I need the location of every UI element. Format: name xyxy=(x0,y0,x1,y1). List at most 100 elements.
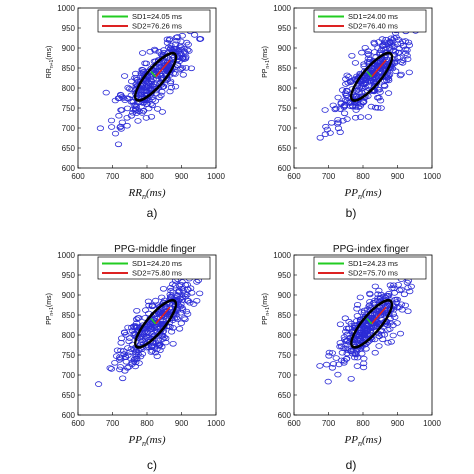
data-point xyxy=(117,339,125,346)
data-point xyxy=(364,114,372,120)
y-tick-label: 900 xyxy=(62,291,76,300)
data-point xyxy=(131,107,139,114)
data-point xyxy=(387,338,395,345)
data-point xyxy=(178,294,187,300)
data-point xyxy=(332,355,340,361)
x-tick-label: 800 xyxy=(356,419,370,428)
data-point xyxy=(196,36,204,42)
data-point xyxy=(338,357,346,364)
data-point xyxy=(177,66,185,72)
data-point xyxy=(332,105,340,112)
data-point xyxy=(187,65,195,72)
x-tick-label: 800 xyxy=(140,172,154,181)
data-point xyxy=(141,335,149,342)
data-point xyxy=(134,118,142,124)
data-point xyxy=(334,117,342,123)
data-point xyxy=(114,141,123,148)
data-point xyxy=(340,102,349,108)
data-point xyxy=(132,103,140,110)
data-point xyxy=(322,123,330,130)
data-point xyxy=(133,307,141,314)
data-point xyxy=(380,78,389,84)
sd-ellipse xyxy=(349,51,394,102)
data-point xyxy=(404,39,413,46)
data-point xyxy=(374,105,382,111)
sd2-line xyxy=(370,306,387,325)
y-tick-label: 650 xyxy=(62,391,76,400)
x-tick-label: 600 xyxy=(287,419,301,428)
data-point xyxy=(367,103,375,110)
data-point xyxy=(371,336,379,343)
data-point xyxy=(331,106,339,113)
data-point xyxy=(139,67,147,73)
data-point xyxy=(133,316,141,323)
data-point xyxy=(365,52,373,58)
data-point xyxy=(381,83,389,89)
data-point xyxy=(375,343,383,349)
data-point xyxy=(372,74,380,81)
data-point xyxy=(179,72,187,78)
data-point xyxy=(316,135,324,141)
data-point xyxy=(325,349,333,356)
data-point xyxy=(116,364,125,370)
data-point xyxy=(142,115,150,121)
data-point xyxy=(353,305,361,312)
y-tick-label: 1000 xyxy=(273,251,291,260)
data-point xyxy=(140,91,148,98)
data-point xyxy=(115,357,124,363)
data-point xyxy=(370,49,379,55)
y-tick-label: 800 xyxy=(62,84,76,93)
data-point xyxy=(130,346,138,353)
data-point xyxy=(366,299,374,305)
y-axis-label: PPn+1(ms) xyxy=(46,293,55,325)
data-point xyxy=(399,57,407,63)
x-tick-label: 800 xyxy=(356,172,370,181)
y-tick-label: 700 xyxy=(278,124,292,133)
data-point xyxy=(181,316,189,323)
data-point xyxy=(343,116,351,122)
data-point xyxy=(130,356,138,363)
data-point xyxy=(184,286,192,293)
data-point xyxy=(384,90,393,96)
y-tick-label: 750 xyxy=(62,351,76,360)
data-point xyxy=(153,346,161,353)
data-point xyxy=(380,39,389,46)
data-point xyxy=(167,45,175,51)
data-point xyxy=(365,77,373,84)
data-point xyxy=(389,47,398,54)
data-point xyxy=(135,360,143,366)
data-point xyxy=(139,69,147,75)
y-tick-label: 600 xyxy=(62,411,76,420)
data-point xyxy=(148,342,156,349)
y-tick-label: 800 xyxy=(278,84,292,93)
panel-caption: a) xyxy=(147,206,158,220)
x-tick-label: 600 xyxy=(71,419,85,428)
sd-ellipse xyxy=(350,298,394,349)
y-tick-label: 750 xyxy=(278,104,292,113)
data-point xyxy=(121,367,129,374)
data-point xyxy=(378,332,386,338)
data-point xyxy=(177,320,185,327)
data-point xyxy=(405,69,413,76)
y-tick-label: 600 xyxy=(278,164,292,173)
y-tick-label: 600 xyxy=(278,411,292,420)
data-point xyxy=(321,107,329,113)
panel-caption: b) xyxy=(346,206,357,220)
panel-title: PPG-index finger xyxy=(333,244,410,255)
data-point xyxy=(153,353,161,360)
data-point xyxy=(340,334,348,340)
data-point xyxy=(391,314,399,321)
data-point xyxy=(370,40,379,47)
data-point xyxy=(339,117,347,124)
data-point xyxy=(159,336,167,342)
data-point xyxy=(118,119,126,126)
data-point xyxy=(159,318,167,325)
data-point xyxy=(142,84,150,91)
data-point xyxy=(391,48,400,55)
data-point xyxy=(182,308,191,315)
data-point xyxy=(316,363,324,369)
data-point xyxy=(364,50,372,57)
data-point xyxy=(169,324,177,331)
data-point xyxy=(121,353,129,360)
